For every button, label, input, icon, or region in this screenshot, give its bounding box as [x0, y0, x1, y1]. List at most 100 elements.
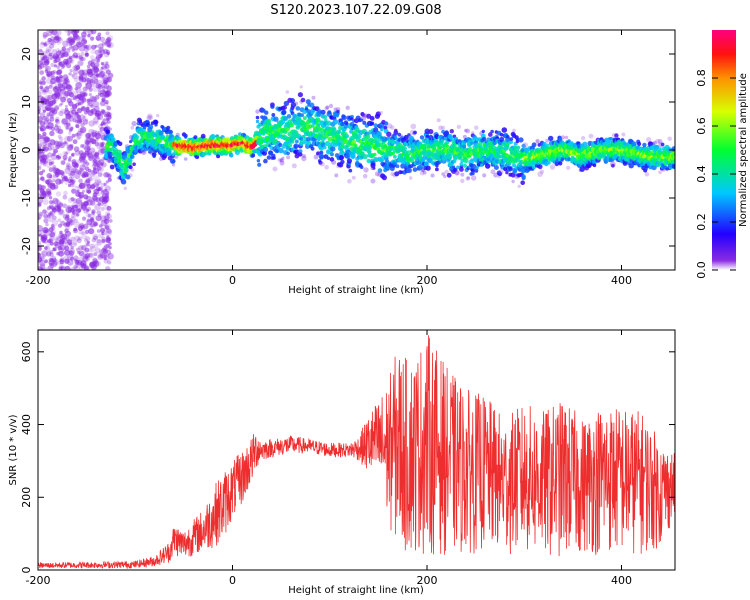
spectrogram-noise-point — [101, 229, 108, 236]
spectrogram-point — [344, 133, 350, 139]
spectrogram-point — [370, 178, 376, 184]
spectrogram-point — [537, 164, 543, 170]
spectrogram-noise-point — [58, 110, 64, 117]
spectrogram-noise-point — [73, 163, 79, 169]
spectrogram-noise-point — [51, 152, 56, 157]
spectrogram-noise-point — [70, 182, 76, 188]
spectrogram-noise-point — [63, 249, 71, 256]
spectrogram-point — [310, 146, 315, 151]
spectrogram-noise-point — [75, 96, 80, 102]
spectrogram-noise-point — [74, 120, 79, 124]
spectrogram-noise-point — [76, 114, 82, 120]
spectrogram-noise-point — [105, 69, 112, 75]
spectrogram-noise-point — [88, 120, 95, 127]
spectrogram-noise-point — [81, 56, 86, 62]
spectrogram-noise-point — [83, 194, 89, 200]
spectrogram-noise-point — [99, 92, 105, 98]
spectrogram-point — [347, 179, 352, 184]
spectrogram-noise-point — [67, 37, 74, 43]
spectrogram-point — [403, 134, 409, 140]
spectrogram-noise-point — [105, 41, 111, 48]
spectrogram-noise-point — [98, 79, 103, 84]
spectrogram-noise-point — [87, 60, 93, 66]
spectrogram-noise-point — [45, 78, 52, 84]
spectrogram-noise-point — [98, 48, 106, 56]
spectrogram-noise-point — [87, 189, 92, 194]
spectrogram-noise-point — [99, 36, 106, 42]
spectrogram-noise-point — [60, 220, 66, 226]
spectrogram-noise-point — [60, 238, 66, 243]
spectrogram-point — [117, 159, 122, 164]
spectrogram-noise-point — [63, 78, 70, 85]
spectrogram-noise-point — [65, 235, 72, 243]
spectrogram-point — [362, 173, 368, 179]
spectrogram-noise-point — [62, 58, 69, 65]
spectrogram-noise-point — [68, 57, 75, 65]
spectrogram-point — [329, 152, 334, 157]
spectrogram-noise-point — [40, 127, 44, 132]
spectrogram-noise-point — [89, 79, 94, 84]
spectrogram-noise-point — [84, 242, 89, 247]
spectrogram-noise-point — [68, 131, 72, 135]
spectrogram-noise-point — [82, 115, 87, 120]
spectrogram-noise-point — [64, 245, 70, 251]
spectrogram-noise-point — [46, 114, 50, 118]
spectrogram-noise-point — [68, 250, 75, 256]
spectrogram-noise-point — [103, 257, 107, 261]
spectrogram-noise-point — [51, 256, 57, 261]
spectrogram-noise-point — [86, 137, 92, 143]
spectrogram-noise-point — [65, 79, 69, 84]
spectrogram-point — [295, 139, 299, 144]
spectrogram-point — [286, 155, 291, 160]
spectrogram-point — [325, 120, 332, 126]
spectrogram-noise-point — [85, 256, 91, 261]
spectrogram-point — [324, 165, 329, 170]
spectrogram-noise-point — [103, 113, 108, 118]
spectrogram-point — [352, 150, 357, 154]
spectrogram-noise-point — [91, 96, 97, 103]
spectrogram-noise-point — [73, 146, 80, 152]
spectrogram-noise-point — [42, 115, 47, 121]
spectrogram-point — [468, 146, 473, 152]
spectrogram-noise-point — [80, 159, 84, 164]
spectrogram-noise-point — [68, 156, 72, 160]
spectrogram-noise-point — [48, 104, 53, 108]
spectrogram-noise-point — [55, 77, 61, 82]
spectrogram-noise-point — [102, 118, 106, 122]
spectrogram-noise-point — [57, 134, 62, 139]
spectrogram-point — [332, 127, 337, 132]
spectrogram-noise-point — [105, 61, 109, 65]
spectrogram-noise-point — [99, 126, 105, 132]
spectrogram-point — [480, 151, 484, 155]
spectrogram-noise-point — [38, 192, 43, 198]
spectrogram-point — [508, 166, 513, 171]
spectrogram-noise-point — [39, 121, 46, 127]
spectrogram-noise-point — [50, 264, 55, 269]
spectrogram-point — [341, 115, 347, 121]
spectrogram-noise-point — [56, 202, 64, 209]
spectrogram-noise-point — [59, 88, 66, 95]
spectrogram-point — [512, 128, 516, 133]
spectrogram-x-tick-label: 200 — [417, 274, 438, 287]
spectrogram-noise-point — [51, 30, 58, 36]
spectrogram-point — [454, 170, 460, 176]
spectrogram-point — [369, 116, 375, 121]
spectrogram-point — [228, 153, 234, 158]
spectrogram-noise-point — [72, 36, 77, 40]
spectrogram-noise-point — [44, 246, 48, 250]
spectrogram-point — [397, 138, 402, 142]
spectrogram-noise-point — [58, 103, 62, 107]
spectrogram-noise-point — [86, 147, 91, 152]
spectrogram-noise-point — [46, 214, 51, 219]
spectrogram-noise-point — [44, 228, 50, 233]
spectrogram-noise-point — [75, 102, 80, 107]
spectrogram-point — [326, 156, 331, 160]
spectrogram-noise-point — [82, 160, 86, 165]
spectrogram-noise-point — [62, 150, 68, 157]
spectrogram-noise-point — [45, 117, 50, 122]
spectrogram-noise-point — [79, 182, 86, 190]
spectrogram-noise-point — [103, 204, 110, 211]
spectrogram-noise-point — [62, 155, 68, 160]
spectrogram-point — [257, 162, 262, 167]
spectrogram-noise-point — [67, 32, 71, 36]
